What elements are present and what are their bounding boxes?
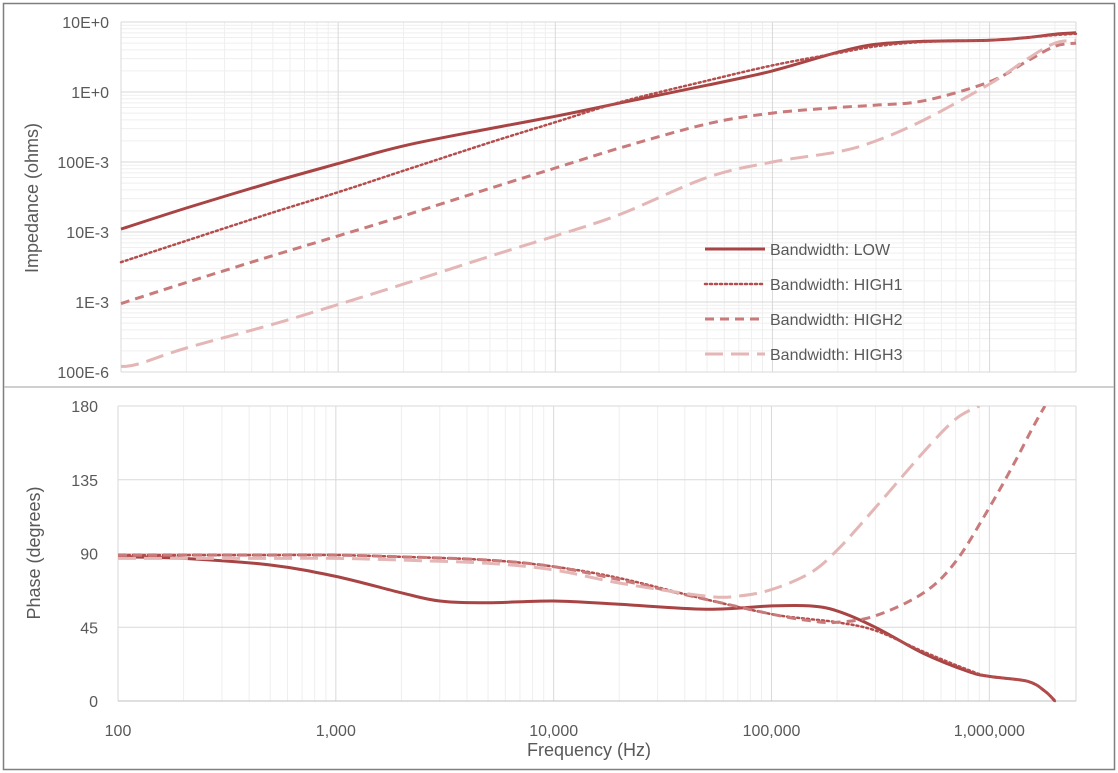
impedance-y-tick-label: 100E-6 (57, 365, 109, 382)
impedance-y-tick-labels: 100E-6 1E-3 10E-3 100E-3 1E+0 10E+0 (57, 15, 109, 382)
impedance-y-tick-label: 10E-3 (66, 225, 109, 242)
impedance-series-line (120, 38, 1077, 368)
phase-y-tick-labels: 0 45 90 135 180 (71, 399, 98, 711)
phase-series-line (118, 406, 981, 599)
phase-gridlines (117, 405, 1077, 702)
legend-label: Bandwidth: LOW (770, 242, 891, 259)
phase-y-tick-label: 90 (80, 547, 98, 564)
impedance-series-line (119, 32, 1078, 264)
x-tick-label: 100 (105, 723, 132, 740)
x-axis-title: Frequency (Hz) (527, 740, 651, 760)
x-tick-label: 100,000 (743, 723, 801, 740)
impedance-series (119, 31, 1078, 368)
phase-y-tick-label: 135 (71, 473, 98, 490)
legend-label: Bandwidth: HIGH1 (770, 277, 903, 294)
x-tick-label: 10,000 (529, 723, 578, 740)
impedance-y-tick-label: 1E+0 (71, 85, 109, 102)
phase-series (118, 406, 1057, 703)
legend-label: Bandwidth: HIGH3 (770, 347, 903, 364)
x-tick-label: 1,000,000 (954, 723, 1025, 740)
impedance-plot: 100E-6 1E-3 10E-3 100E-3 1E+0 10E+0 Impedance… (22, 15, 1078, 382)
impedance-y-tick-label: 100E-3 (57, 155, 109, 172)
impedance-y-axis-title: Impedance (ohms) (22, 123, 42, 273)
phase-y-axis-title: Phase (degrees) (24, 486, 44, 619)
impedance-y-tick-label: 10E+0 (62, 15, 109, 32)
x-tick-labels: 100 1,000 10,000 100,000 1,000,000 (105, 723, 1025, 740)
phase-plot: 0 45 90 135 180 100 1,000 10,000 100,000 1,000,0… (24, 399, 1077, 760)
phase-y-tick-label: 0 (89, 694, 98, 711)
legend: Bandwidth: LOW Bandwidth: HIGH1 Bandwidth:… (703, 242, 903, 364)
legend-label: Bandwidth: HIGH2 (770, 312, 903, 329)
phase-y-tick-label: 180 (71, 399, 98, 416)
x-tick-label: 1,000 (316, 723, 356, 740)
phase-series-line (118, 406, 1047, 625)
phase-y-tick-label: 45 (80, 620, 98, 637)
impedance-series-line (120, 41, 1077, 306)
impedance-y-tick-label: 1E-3 (75, 295, 109, 312)
